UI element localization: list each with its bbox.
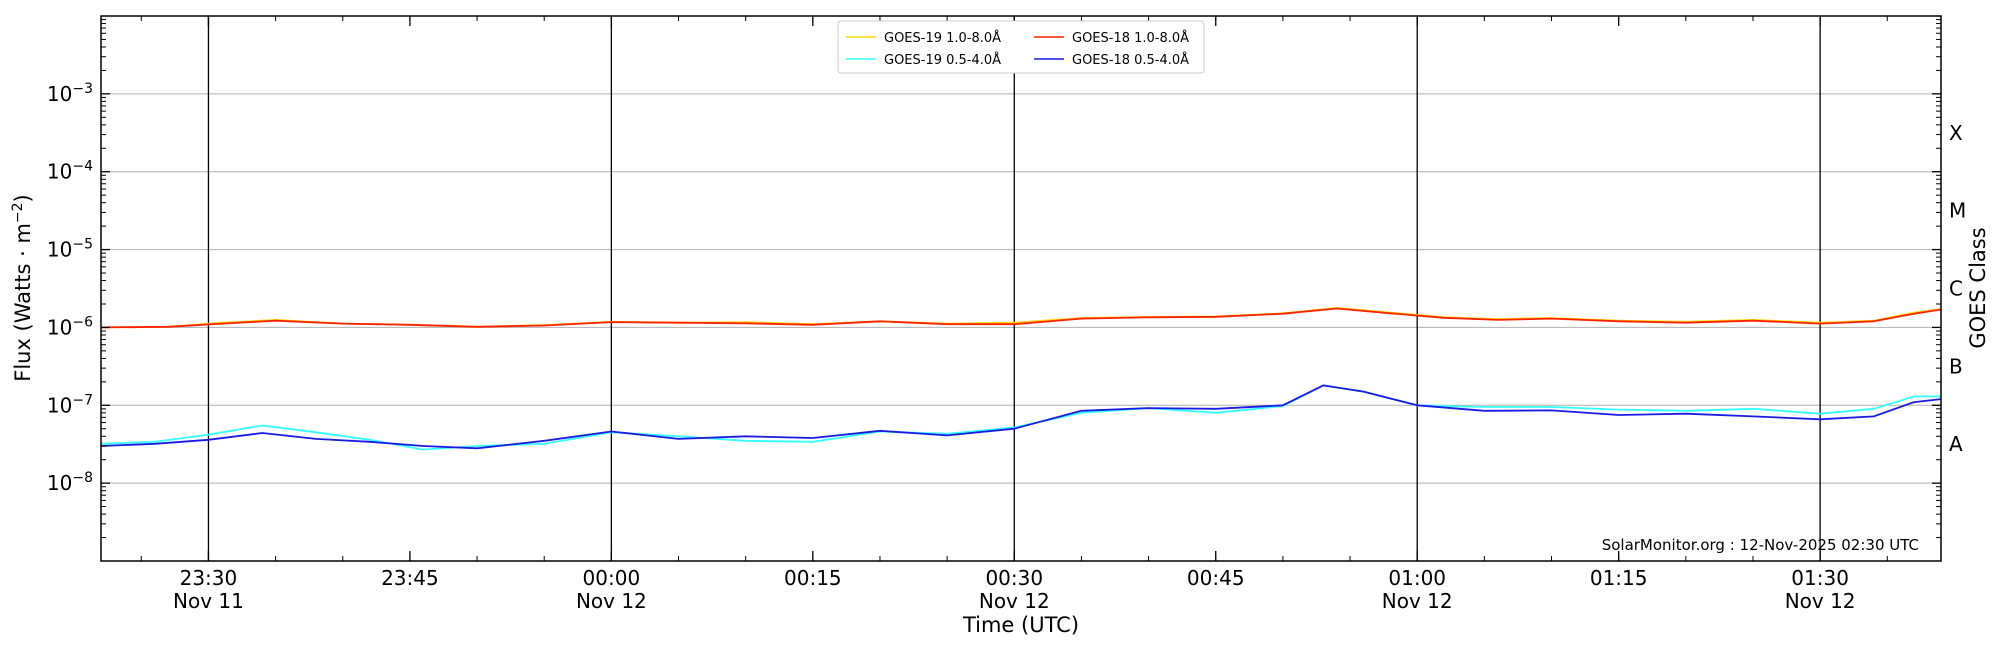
x-axis-title: Time (UTC): [962, 613, 1079, 637]
plot-frame: [100, 15, 1942, 562]
x-tick-date-label: Nov 12: [1785, 589, 1856, 613]
goes-class-label: A: [1949, 432, 1963, 456]
series-line-2: [100, 307, 1942, 329]
x-tick-date-label: Nov 12: [1382, 589, 1453, 613]
x-tick-label: 00:15: [784, 566, 842, 590]
goes-class-label: C: [1949, 277, 1963, 301]
goes-class-label: M: [1949, 199, 1966, 223]
legend: GOES-19 1.0-8.0Å GOES-19 0.5-4.0Å GOES-18 …: [837, 20, 1205, 74]
right-axis-title: GOES Class: [1966, 227, 1990, 348]
legend-box: [837, 20, 1205, 74]
x-tick-label: 00:45: [1187, 566, 1245, 590]
x-tick-date-label: Nov 12: [979, 589, 1050, 613]
data-series: [100, 306, 1942, 451]
plot-background: [101, 16, 1941, 561]
goes-class-label: B: [1949, 354, 1963, 378]
x-tick-label: 00:30: [985, 566, 1043, 590]
grid-lines: [101, 93, 1941, 484]
x-tick-label: 23:30: [180, 566, 238, 590]
x-tick-label: 00:00: [583, 566, 641, 590]
legend-label: GOES-19 0.5-4.0Å: [884, 52, 1001, 68]
x-tick-label: 01:00: [1388, 566, 1446, 590]
y-tick-label: 10−3: [47, 81, 93, 106]
x-tick-label: 01:30: [1791, 566, 1849, 590]
y-axis-title: Flux (Watts · m−2): [10, 194, 35, 382]
y-tick-label: 10−5: [47, 237, 93, 262]
goes-class-label: X: [1949, 121, 1963, 145]
legend-label: GOES-18 0.5-4.0Å: [1072, 52, 1189, 68]
x-tick-label: 01:15: [1590, 566, 1648, 590]
y-tick-label: 10−8: [47, 470, 93, 495]
series-line-4: [100, 384, 1942, 450]
x-tick-date-label: Nov 12: [576, 589, 647, 613]
x-tick-label: 23:45: [381, 566, 439, 590]
day-boundary-lines: [207, 16, 1821, 561]
y-tick-label: 10−7: [47, 392, 93, 417]
legend-label: GOES-18 1.0-8.0Å: [1072, 30, 1189, 46]
y-tick-label: 10−4: [47, 159, 93, 184]
credit-text: SolarMonitor.org : 12-Nov-2025 02:30 UTC: [1602, 536, 1919, 554]
x-tick-date-label: Nov 11: [173, 589, 244, 613]
y-tick-label: 10−6: [47, 314, 93, 339]
legend-label: GOES-19 1.0-8.0Å: [884, 30, 1001, 46]
